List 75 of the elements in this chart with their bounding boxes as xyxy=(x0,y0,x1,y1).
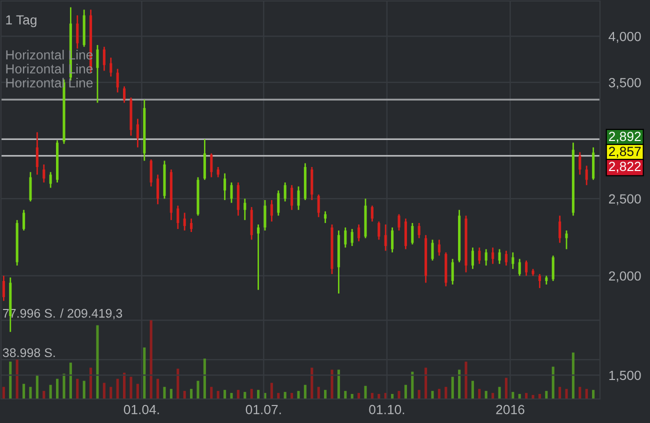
candlestick xyxy=(518,258,521,276)
candlestick xyxy=(284,182,286,202)
candlestick xyxy=(391,226,394,254)
candlestick xyxy=(2,275,5,302)
y2-tick-label: 38.998 S. xyxy=(2,348,55,358)
candlestick xyxy=(297,186,300,211)
candlestick xyxy=(418,222,420,239)
candlestick xyxy=(270,199,273,222)
x-tick-label: 01.04. xyxy=(124,404,159,414)
candlestick xyxy=(344,226,347,248)
candlestick xyxy=(257,224,260,291)
candlestick xyxy=(244,198,246,221)
candlestick xyxy=(96,44,99,104)
candlestick xyxy=(378,220,380,240)
candlestick xyxy=(350,228,354,247)
candlestick xyxy=(384,224,387,252)
candlestick xyxy=(358,224,360,242)
candlestick xyxy=(290,184,294,211)
candlestick xyxy=(22,209,26,232)
candlestick xyxy=(190,218,193,233)
candlestick xyxy=(552,254,554,282)
text: 2,857 xyxy=(608,146,641,158)
candlestick xyxy=(504,250,508,266)
x-tick-label: 2016 xyxy=(496,404,524,414)
candlestick xyxy=(277,190,280,216)
candlestick xyxy=(512,252,514,270)
candlestick xyxy=(123,86,126,104)
candlestick xyxy=(36,132,38,176)
candlestick xyxy=(565,230,568,250)
candlestick xyxy=(411,222,414,246)
candlestick xyxy=(116,68,119,94)
y-tick-label: 3,500 xyxy=(608,78,641,89)
x-tick-label: 01.10. xyxy=(369,404,404,414)
candlestick xyxy=(210,152,213,178)
y-tick-label: 4,000 xyxy=(608,32,641,43)
candlestick xyxy=(102,46,106,72)
candlestick xyxy=(324,210,327,224)
annotation: / 209.419,3 xyxy=(60,308,122,320)
candlestick xyxy=(492,246,494,265)
candlestick xyxy=(183,212,186,232)
candlestick xyxy=(585,165,588,186)
candlestick xyxy=(42,164,46,184)
candlestick xyxy=(525,260,528,276)
candlestick xyxy=(478,246,481,265)
candlestick xyxy=(264,199,266,232)
candlestick xyxy=(438,239,440,256)
candlestick xyxy=(317,194,320,218)
candlestick xyxy=(471,246,474,270)
text: 2,892 xyxy=(608,132,641,143)
candlestick xyxy=(110,56,112,78)
candlestick xyxy=(451,258,454,286)
candlestick xyxy=(216,166,220,178)
candlestick xyxy=(29,171,32,202)
candlestick xyxy=(431,239,434,262)
y-tick-label: 2,000 xyxy=(608,271,641,282)
x-tick-label: 01.07. xyxy=(246,404,281,414)
text: 2,822 xyxy=(608,162,641,173)
y-tick-label: 1,500 xyxy=(609,370,641,382)
candlestick xyxy=(150,158,152,188)
candlestick xyxy=(558,214,562,244)
candlestick xyxy=(578,151,582,176)
candlestick xyxy=(230,182,233,204)
candlestick xyxy=(484,248,488,266)
candlestick xyxy=(224,172,226,201)
candlestick xyxy=(136,118,139,148)
y-tick-label: 2,500 xyxy=(608,194,641,206)
candlestick xyxy=(49,171,52,188)
candlestick xyxy=(498,248,501,265)
candlestick xyxy=(370,204,374,222)
candlestick xyxy=(398,214,400,232)
text: 1 Tag xyxy=(6,15,36,28)
candlestick xyxy=(538,273,541,289)
candlestick xyxy=(156,174,160,205)
candlestick xyxy=(176,204,180,230)
candlestick xyxy=(76,14,79,50)
